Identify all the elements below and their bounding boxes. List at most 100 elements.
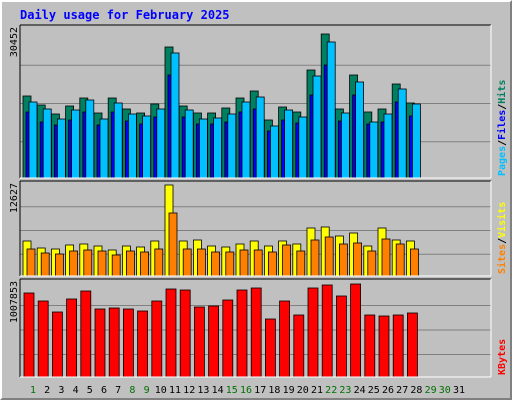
bar-sites-day-10: [154, 248, 164, 277]
legend-item: /: [497, 238, 508, 244]
x-tick-day-10: 10: [155, 385, 167, 396]
bar-pages-day-25: [369, 121, 379, 179]
bar-kbytes-day-28: [406, 312, 418, 378]
x-tick-day-26: 26: [382, 385, 394, 396]
legend: KBytes: [497, 339, 508, 375]
x-tick-day-28: 28: [410, 385, 422, 396]
bar-kbytes-day-22: [321, 284, 333, 378]
x-tick-day-30: 30: [439, 385, 451, 396]
bar-kbytes-day-9: [137, 310, 149, 378]
bar-kbytes-day-10: [151, 300, 163, 378]
bar-kbytes-day-25: [364, 314, 376, 378]
bar-pages-day-4: [71, 109, 80, 179]
bar-pages-day-3: [57, 118, 66, 179]
bar-sites-day-13: [196, 248, 206, 277]
bar-sites-day-14: [211, 251, 221, 277]
bar-kbytes-day-19: [279, 300, 291, 378]
x-tick-day-7: 7: [115, 385, 121, 396]
bar-sites-day-17: [253, 249, 263, 277]
bar-kbytes-day-18: [264, 318, 276, 378]
bar-kbytes-day-3: [52, 311, 63, 378]
x-tick-day-13: 13: [197, 385, 209, 396]
bar-sites-day-27: [395, 243, 405, 277]
bar-pages-day-12: [184, 109, 194, 179]
bar-sites-day-15: [225, 251, 235, 277]
x-tick-day-31: 31: [453, 385, 465, 396]
bar-kbytes-day-24: [350, 283, 362, 378]
bar-kbytes-day-7: [108, 307, 120, 378]
bar-pages-day-10: [156, 108, 166, 179]
x-tick-day-25: 25: [368, 385, 380, 396]
bar-sites-day-4: [69, 250, 78, 277]
bar-sites-day-28: [409, 248, 419, 277]
legend-item: Pages: [497, 146, 508, 176]
bar-sites-day-19: [282, 244, 292, 277]
bar-sites-day-24: [353, 242, 363, 277]
bar-pages-day-20: [298, 116, 308, 179]
x-tick-day-27: 27: [396, 385, 408, 396]
bar-sites-day-1: [26, 248, 36, 277]
bar-kbytes-day-20: [293, 314, 305, 378]
bar-pages-day-6: [99, 118, 109, 179]
bar-pages-day-9: [142, 115, 152, 179]
bar-sites-day-20: [296, 250, 306, 277]
x-tick-day-1: 1: [30, 385, 36, 396]
legend-item: /: [497, 104, 508, 110]
panel-kbytes: 1007853 KBytes: [9, 278, 508, 378]
bar-sites-day-7: [111, 254, 121, 277]
bar-kbytes-day-12: [179, 289, 191, 378]
bar-pages-day-22: [326, 41, 336, 179]
bar-pages-day-15: [227, 113, 237, 179]
bar-kbytes-day-27: [392, 314, 404, 378]
bar-pages-day-17: [255, 96, 265, 179]
x-tick-day-16: 16: [240, 385, 252, 396]
x-tick-day-23: 23: [339, 385, 351, 396]
bar-sites-day-2: [40, 252, 50, 277]
x-tick-day-11: 11: [169, 385, 181, 396]
bar-kbytes-day-16: [236, 289, 248, 378]
legend-item: Hits: [496, 80, 508, 104]
bar-pages-day-27: [397, 88, 407, 179]
bar-pages-day-11: [170, 52, 180, 179]
bar-kbytes-day-5: [80, 290, 92, 378]
bar-sites-day-26: [381, 238, 391, 277]
bar-pages-day-5: [85, 99, 95, 179]
x-tick-day-9: 9: [144, 385, 150, 396]
bar-kbytes-day-6: [94, 308, 106, 378]
x-tick-day-21: 21: [311, 385, 323, 396]
bar-kbytes-day-14: [208, 305, 220, 378]
bar-kbytes-day-26: [378, 315, 390, 378]
x-tick-day-12: 12: [183, 385, 195, 396]
bar-sites-day-6: [97, 250, 107, 277]
x-tick-day-15: 15: [226, 385, 238, 396]
bar-pages-day-28: [411, 103, 421, 179]
bar-kbytes-day-21: [307, 287, 319, 378]
bar-pages-day-8: [127, 113, 137, 179]
bar-kbytes-day-4: [66, 298, 77, 378]
bar-sites-day-16: [239, 249, 249, 277]
bar-sites-day-25: [367, 250, 377, 277]
y-max-label: 30452: [9, 27, 20, 57]
legend-item: Visits: [496, 202, 508, 238]
bar-kbytes-day-15: [222, 299, 234, 378]
bar-kbytes-day-1: [23, 292, 35, 378]
bar-sites-day-9: [140, 251, 150, 277]
bar-kbytes-day-13: [193, 306, 205, 378]
bar-kbytes-day-2: [37, 300, 49, 378]
bar-pages-day-2: [42, 108, 52, 179]
x-tick-day-2: 2: [44, 385, 50, 396]
y-max-label: 1007853: [9, 281, 20, 323]
bar-kbytes-day-8: [123, 308, 134, 378]
bar-kbytes-day-17: [250, 287, 262, 378]
bar-sites-day-3: [55, 253, 64, 277]
chart-title: Daily usage for February 2025: [20, 8, 230, 22]
bar-pages-day-18: [269, 125, 279, 179]
bar-pages-day-21: [312, 75, 322, 179]
bar-pages-day-19: [284, 109, 294, 179]
x-tick-day-19: 19: [283, 385, 295, 396]
bar-pages-day-16: [241, 101, 251, 179]
legend-item: KBytes: [497, 339, 508, 375]
